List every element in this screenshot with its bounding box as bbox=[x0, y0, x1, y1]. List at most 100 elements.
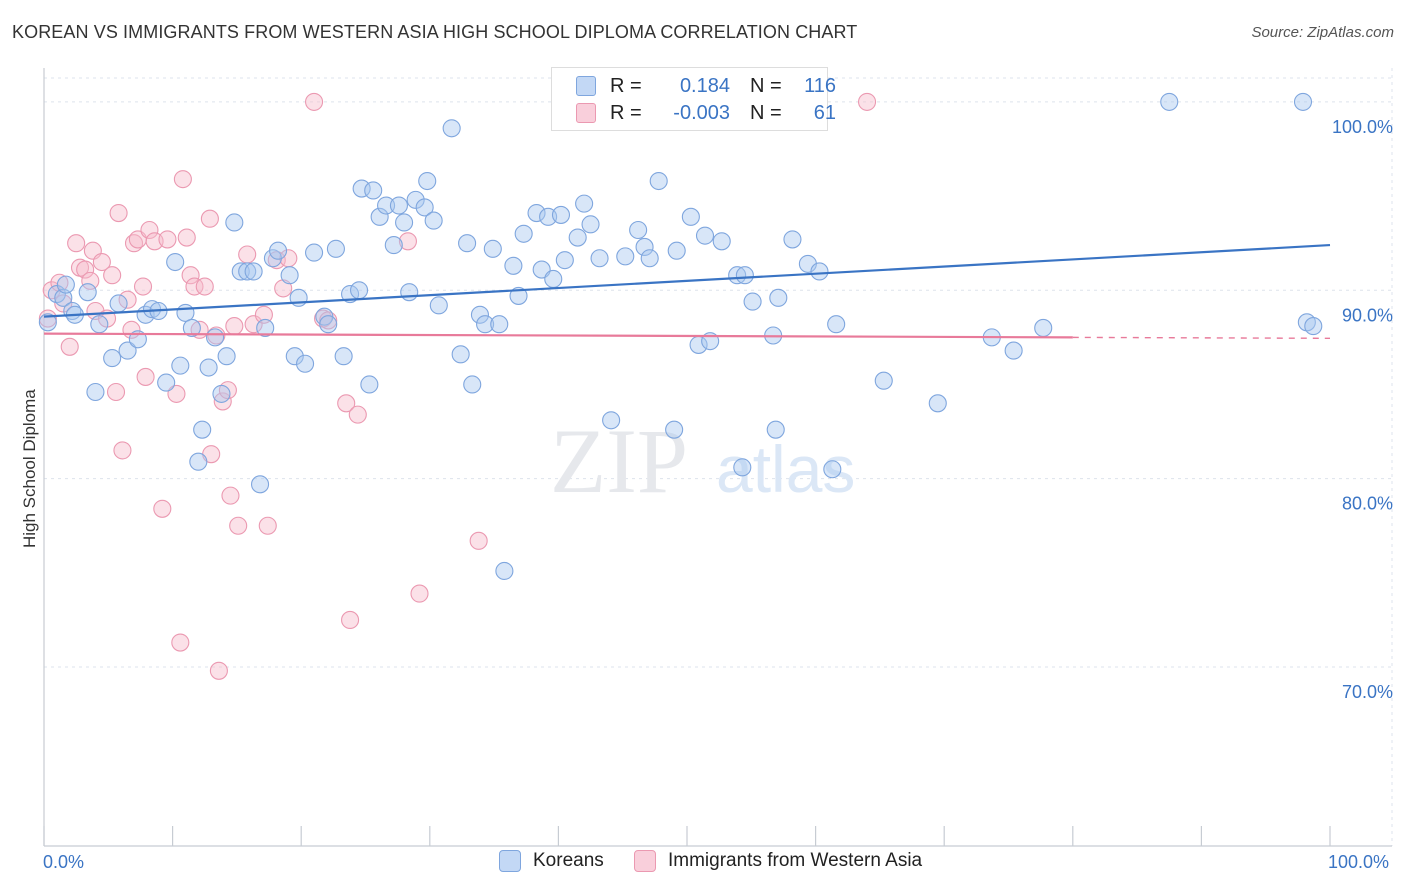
korean-point-26 bbox=[217, 347, 236, 366]
korean-point-43 bbox=[334, 347, 353, 366]
korean-point-25 bbox=[212, 384, 231, 403]
korean-point-113 bbox=[1293, 92, 1313, 111]
immigrants-swatch bbox=[576, 103, 596, 123]
immigrant-point-28 bbox=[171, 633, 190, 652]
immigrant-point-21 bbox=[133, 277, 153, 296]
immigrant-point-42 bbox=[225, 317, 244, 336]
korean-point-68 bbox=[495, 561, 514, 581]
korean-point-67 bbox=[490, 315, 509, 334]
korean-point-61 bbox=[451, 345, 470, 364]
korean-point-79 bbox=[575, 194, 594, 213]
korean-point-87 bbox=[649, 171, 668, 191]
legend-swatch-koreans bbox=[499, 850, 521, 872]
immigrant-point-30 bbox=[177, 228, 196, 247]
immigrant-point-51 bbox=[305, 92, 324, 111]
korean-point-75 bbox=[544, 269, 563, 289]
legend-swatch-immigrants bbox=[634, 850, 656, 872]
immigrant-point-16 bbox=[113, 441, 132, 460]
korean-point-22 bbox=[193, 420, 212, 439]
korean-point-57 bbox=[418, 171, 437, 191]
immigrant-point-61 bbox=[857, 92, 877, 111]
korean-point-28 bbox=[231, 262, 250, 281]
stats-legend: R = 0.184 N = 116 R = -0.003 N = 61 bbox=[551, 67, 836, 131]
korean-point-76 bbox=[551, 205, 571, 224]
x-tick-label-min: 0.0% bbox=[43, 852, 85, 872]
korean-point-65 bbox=[476, 315, 495, 334]
immigrant-point-25 bbox=[153, 499, 172, 518]
chart-source: Source: ZipAtlas.com bbox=[1251, 24, 1394, 41]
watermark-zip: ZIP bbox=[550, 410, 688, 512]
korean-point-59 bbox=[429, 296, 448, 315]
immigrant-point-23 bbox=[140, 220, 159, 240]
korean-point-100 bbox=[766, 420, 785, 439]
immigrant-point-14 bbox=[106, 382, 126, 402]
immigrant-point-7 bbox=[76, 260, 95, 279]
korean-point-71 bbox=[514, 224, 533, 243]
immigrants-r-value: -0.003 bbox=[673, 101, 730, 124]
korean-point-84 bbox=[629, 220, 648, 240]
immigrant-point-45 bbox=[244, 315, 263, 334]
points-koreans bbox=[38, 92, 1323, 581]
korean-point-11 bbox=[118, 341, 137, 360]
immigrant-point-47 bbox=[258, 516, 277, 535]
immigrant-point-59 bbox=[469, 531, 488, 550]
axes bbox=[43, 68, 1392, 847]
korean-point-51 bbox=[384, 236, 403, 255]
immigrant-point-38 bbox=[209, 661, 228, 680]
korean-point-9 bbox=[103, 349, 122, 368]
korean-point-112 bbox=[1160, 92, 1179, 111]
immigrant-point-13 bbox=[103, 266, 122, 285]
y-tick-label-80: 80.0% bbox=[1342, 494, 1393, 514]
legend-item-koreans: Koreans bbox=[499, 850, 604, 872]
immigrant-point-27 bbox=[167, 384, 186, 403]
points-immigrants-western-asia bbox=[38, 92, 877, 680]
trend-line-immigrants bbox=[43, 332, 1073, 339]
watermark: ZIP atlas bbox=[550, 410, 855, 512]
korean-point-80 bbox=[581, 215, 600, 234]
series-legend: Koreans Immigrants from Western Asia bbox=[0, 850, 1406, 880]
korean-point-63 bbox=[463, 375, 482, 394]
y-tick-label-70: 70.0% bbox=[1342, 682, 1393, 702]
korean-point-24 bbox=[205, 328, 225, 347]
korean-point-115 bbox=[1304, 317, 1323, 336]
korean-point-20 bbox=[182, 318, 201, 338]
korean-point-21 bbox=[189, 452, 208, 471]
korean-point-8 bbox=[90, 315, 109, 334]
immigrant-point-32 bbox=[185, 277, 204, 296]
korean-point-56 bbox=[415, 198, 434, 217]
korean-point-7 bbox=[86, 382, 105, 402]
legend-label-koreans: Koreans bbox=[533, 850, 604, 871]
immigrant-point-39 bbox=[213, 392, 232, 411]
korean-point-31 bbox=[250, 475, 270, 494]
trend-line-immigrants-extension bbox=[1072, 336, 1331, 340]
immigrant-point-15 bbox=[109, 204, 128, 223]
korean-point-58 bbox=[424, 211, 443, 230]
immigrant-point-4 bbox=[60, 337, 79, 356]
korean-point-36 bbox=[285, 347, 304, 366]
korean-point-3 bbox=[56, 275, 75, 294]
korean-point-94 bbox=[712, 232, 731, 251]
immigrant-point-29 bbox=[173, 170, 192, 189]
korean-point-72 bbox=[527, 204, 546, 223]
x-tick-label-max: 100.0% bbox=[1328, 852, 1390, 872]
korean-point-110 bbox=[1004, 341, 1023, 360]
korean-point-18 bbox=[171, 356, 190, 375]
immigrant-point-31 bbox=[181, 266, 200, 285]
korean-point-89 bbox=[667, 241, 686, 260]
immigrant-point-46 bbox=[254, 305, 273, 324]
korean-point-46 bbox=[352, 179, 371, 198]
korean-point-77 bbox=[555, 251, 574, 270]
immigrant-point-26 bbox=[158, 230, 177, 249]
immigrants-n-label: N = bbox=[750, 101, 782, 124]
korean-point-2 bbox=[54, 288, 73, 307]
korean-point-52 bbox=[389, 196, 408, 215]
korean-point-78 bbox=[568, 228, 587, 247]
immigrant-point-5 bbox=[67, 234, 86, 253]
koreans-r-label: R = bbox=[610, 74, 642, 97]
korean-point-6 bbox=[78, 283, 97, 302]
y-tick-label-100: 100.0% bbox=[1332, 117, 1393, 137]
legend-label-immigrants: Immigrants from Western Asia bbox=[668, 850, 923, 871]
immigrant-point-11 bbox=[92, 252, 111, 272]
immigrant-point-55 bbox=[341, 610, 360, 629]
